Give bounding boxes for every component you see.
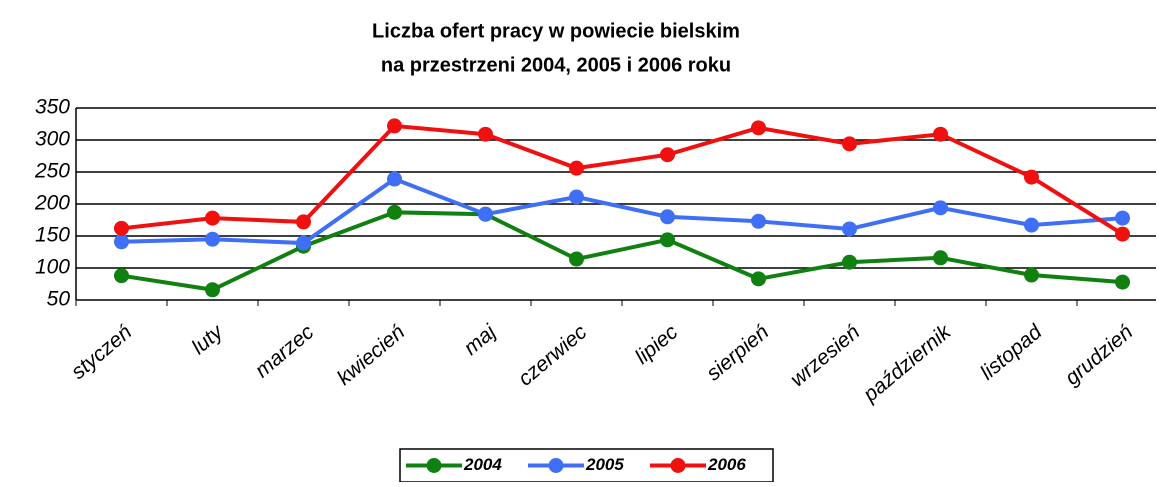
point xyxy=(205,282,220,298)
series-line xyxy=(121,123,1124,236)
legend-marker xyxy=(426,458,442,473)
point xyxy=(751,271,766,287)
x-tick-label: kwiecień xyxy=(333,320,409,389)
legend-marker xyxy=(670,458,686,473)
point xyxy=(296,214,311,230)
point xyxy=(114,234,129,250)
series-line xyxy=(121,210,1123,292)
point xyxy=(114,268,129,284)
point xyxy=(478,126,493,142)
point xyxy=(387,204,402,220)
x-tick-label: czerwiec xyxy=(514,320,592,390)
y-tick-label: 250 xyxy=(34,160,70,183)
x-tick-label: grudzień xyxy=(1061,320,1137,389)
x-tick-label: październik xyxy=(858,320,956,408)
chart-title: Liczba ofert pracy w powiecie bielskim xyxy=(372,20,740,42)
point xyxy=(1115,226,1130,242)
point xyxy=(842,254,857,270)
point xyxy=(751,213,766,229)
point xyxy=(660,232,675,248)
point xyxy=(933,200,948,216)
point xyxy=(933,250,948,266)
y-tick-label: 300 xyxy=(35,128,70,151)
x-tick-label: listopad xyxy=(976,320,1047,385)
x-tick-label: marzec xyxy=(251,320,319,382)
x-tick-label: maj xyxy=(460,320,502,360)
x-tick-label: lipiec xyxy=(631,320,683,369)
point xyxy=(569,189,584,205)
x-tick-label: styczeń xyxy=(67,320,136,383)
x-tick-label: sierpień xyxy=(702,320,773,385)
legend-label: 2004 xyxy=(463,455,502,474)
point xyxy=(569,160,584,176)
x-tick-label: wrzesień xyxy=(786,320,864,391)
y-tick-label: 200 xyxy=(34,192,70,215)
point xyxy=(660,147,675,163)
series-line xyxy=(121,176,1123,246)
legend-label: 2005 xyxy=(585,455,624,474)
point xyxy=(842,136,857,152)
legend-marker xyxy=(548,458,564,473)
point xyxy=(478,206,493,222)
point xyxy=(114,220,129,236)
y-tick-label: 50 xyxy=(47,288,71,311)
point xyxy=(569,251,584,267)
y-tick-label: 350 xyxy=(35,96,70,119)
y-tick-label: 100 xyxy=(35,256,70,279)
legend-label: 2006 xyxy=(707,455,746,474)
point xyxy=(660,209,675,225)
point xyxy=(387,118,402,134)
point xyxy=(933,126,948,142)
point xyxy=(387,171,402,187)
legend-box xyxy=(399,448,774,483)
point xyxy=(296,235,311,251)
point xyxy=(751,120,766,136)
point xyxy=(1024,267,1039,283)
point xyxy=(1024,169,1039,185)
y-tick-label: 150 xyxy=(35,224,70,247)
point xyxy=(842,221,857,237)
point xyxy=(1024,217,1039,233)
point xyxy=(205,210,220,226)
x-tick-label: luty xyxy=(187,320,228,360)
point xyxy=(1115,274,1130,290)
point xyxy=(1115,210,1130,226)
chart-title: na przestrzeni 2004, 2005 i 2006 roku xyxy=(381,54,731,76)
point xyxy=(205,231,220,247)
